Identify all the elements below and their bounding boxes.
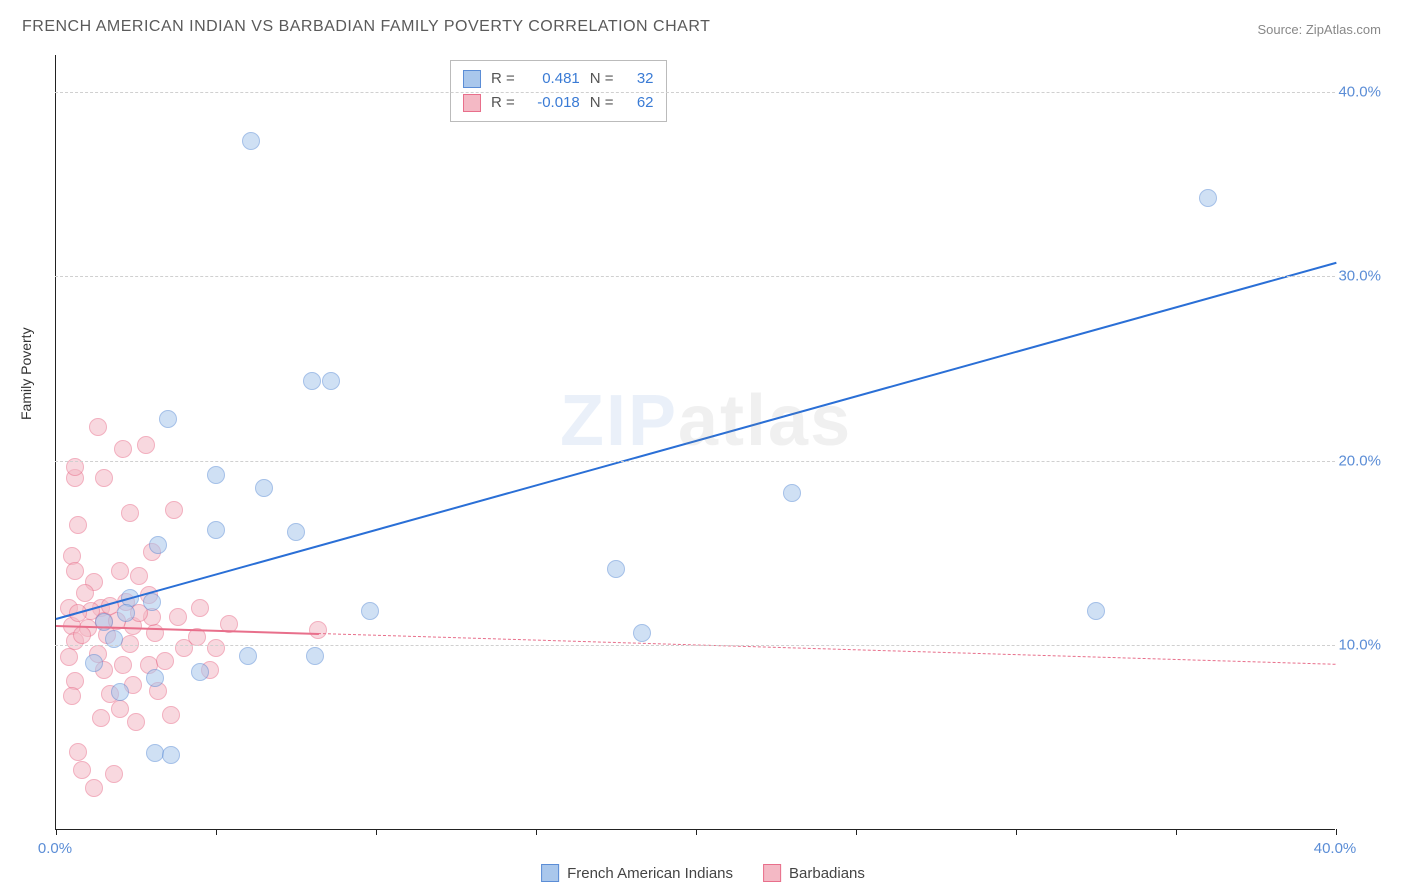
french-point	[1199, 189, 1217, 207]
french-point	[306, 647, 324, 665]
barbadian-point	[114, 440, 132, 458]
barbadian-point	[69, 743, 87, 761]
barbadian-point	[127, 713, 145, 731]
x-tick-label: 0.0%	[38, 840, 72, 857]
legend-item-barbadian: Barbadians	[763, 864, 865, 882]
barbadian-point	[60, 648, 78, 666]
barbadian-point	[156, 652, 174, 670]
n-label: N =	[590, 91, 614, 115]
x-tick	[1016, 829, 1017, 835]
source-attribution: Source: ZipAtlas.com	[1257, 22, 1381, 37]
x-tick	[1176, 829, 1177, 835]
french-point	[149, 536, 167, 554]
french-point	[207, 466, 225, 484]
barbadian-point	[130, 567, 148, 585]
barbadian-legend-swatch	[763, 864, 781, 882]
x-tick	[56, 829, 57, 835]
source-prefix: Source:	[1257, 22, 1305, 37]
french-point	[117, 604, 135, 622]
y-tick-label: 10.0%	[1338, 637, 1381, 654]
x-tick	[376, 829, 377, 835]
y-tick-label: 30.0%	[1338, 268, 1381, 285]
stats-row-french: R = 0.481 N = 32	[463, 67, 654, 91]
french-point	[162, 746, 180, 764]
x-tick-label: 40.0%	[1314, 840, 1357, 857]
x-tick	[216, 829, 217, 835]
barbadian-point	[95, 469, 113, 487]
french-swatch	[463, 70, 481, 88]
stats-row-barbadian: R = -0.018 N = 62	[463, 91, 654, 115]
french-point	[361, 602, 379, 620]
barbadian-point	[111, 562, 129, 580]
barbadian-point	[89, 418, 107, 436]
y-tick-label: 40.0%	[1338, 83, 1381, 100]
french-point	[159, 410, 177, 428]
gridline	[55, 92, 1335, 93]
french-point	[111, 683, 129, 701]
french-point	[255, 479, 273, 497]
french-legend-swatch	[541, 864, 559, 882]
french-point	[1087, 602, 1105, 620]
r-label: R =	[491, 67, 515, 91]
source-name: ZipAtlas.com	[1306, 22, 1381, 37]
y-axis-label: Family Poverty	[18, 327, 34, 420]
r-label: R =	[491, 91, 515, 115]
x-tick	[1336, 829, 1337, 835]
barbadian-point	[207, 639, 225, 657]
barbadian-point	[309, 621, 327, 639]
legend-label: French American Indians	[567, 865, 733, 882]
barbadian-point	[114, 656, 132, 674]
barbadian-point	[63, 687, 81, 705]
french-point	[607, 560, 625, 578]
barbadian-point	[111, 700, 129, 718]
french-point	[322, 372, 340, 390]
chart-title: FRENCH AMERICAN INDIAN VS BARBADIAN FAMI…	[22, 18, 710, 36]
plot-area	[55, 55, 1335, 830]
french-point	[85, 654, 103, 672]
barbadian-point	[85, 779, 103, 797]
r-value: 0.481	[525, 67, 580, 91]
barbadian-point	[165, 501, 183, 519]
barbadian-swatch	[463, 94, 481, 112]
trend-line	[318, 633, 1336, 665]
gridline	[55, 461, 1335, 462]
barbadian-point	[137, 436, 155, 454]
french-point	[287, 523, 305, 541]
barbadian-point	[73, 626, 91, 644]
french-point	[146, 669, 164, 687]
gridline	[55, 645, 1335, 646]
barbadian-point	[169, 608, 187, 626]
french-point	[633, 624, 651, 642]
barbadian-point	[92, 709, 110, 727]
gridline	[55, 276, 1335, 277]
barbadian-point	[66, 562, 84, 580]
barbadian-point	[121, 504, 139, 522]
barbadian-point	[191, 599, 209, 617]
barbadian-point	[73, 761, 91, 779]
x-tick	[696, 829, 697, 835]
x-tick	[856, 829, 857, 835]
legend-label: Barbadians	[789, 865, 865, 882]
french-point	[242, 132, 260, 150]
r-value: -0.018	[525, 91, 580, 115]
barbadian-point	[105, 765, 123, 783]
x-tick	[536, 829, 537, 835]
n-value: 62	[624, 91, 654, 115]
n-label: N =	[590, 67, 614, 91]
french-point	[143, 593, 161, 611]
french-point	[239, 647, 257, 665]
french-point	[783, 484, 801, 502]
barbadian-point	[162, 706, 180, 724]
barbadian-point	[76, 584, 94, 602]
n-value: 32	[624, 67, 654, 91]
french-point	[207, 521, 225, 539]
french-point	[191, 663, 209, 681]
french-point	[303, 372, 321, 390]
legend-item-french: French American Indians	[541, 864, 733, 882]
barbadian-point	[69, 516, 87, 534]
series-legend: French American Indians Barbadians	[541, 864, 865, 882]
trend-line	[56, 262, 1337, 620]
y-tick-label: 20.0%	[1338, 452, 1381, 469]
